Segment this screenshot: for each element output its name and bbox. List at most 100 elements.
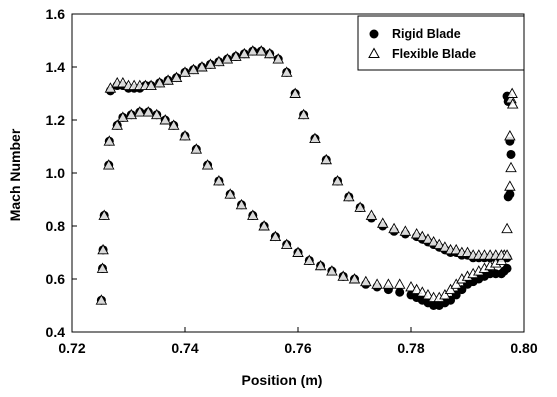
legend: Rigid Blade Flexible Blade [357,15,525,71]
data-point-flexible-blade [504,129,516,141]
data-point-flexible-blade [331,175,344,186]
data-point-flexible-blade [444,283,457,295]
y-axis-title: Mach Number [7,128,23,221]
data-point-flexible-blade [269,230,282,242]
data-point-flexible-blade [258,220,270,231]
data-point-flexible-blade [354,201,366,212]
data-point-flexible-blade [382,278,395,289]
legend-label-rigid-blade: Rigid Blade [392,27,461,41]
data-point-flexible-blade [365,209,378,220]
legend-box [357,15,525,71]
data-point-flexible-blade [272,53,284,64]
data-point-flexible-blade [97,243,109,255]
data-point-flexible-blade [255,45,268,56]
y-tick-label: 0.8 [46,218,66,234]
x-tick-label: 0.78 [397,340,424,356]
data-point-flexible-blade [190,143,203,154]
data-point-flexible-blade [179,66,191,77]
data-point-rigid-blade [502,263,512,273]
data-point-flexible-blade [117,76,129,88]
data-point-flexible-blade [201,159,214,170]
data-point-flexible-blade [263,47,276,59]
data-point-flexible-blade [501,222,513,234]
data-point-flexible-blade [393,278,406,289]
data-point-flexible-blade [501,249,513,260]
data-point-flexible-blade [450,278,462,289]
data-point-flexible-blade [292,246,304,257]
legend-marker-rigid-blade [369,29,379,39]
data-point-rigid-blade [395,287,405,297]
data-point-rigid-blade [505,189,515,199]
data-point-flexible-blade [343,190,355,202]
data-point-flexible-blade [125,108,138,120]
x-axis-title: Position (m) [242,372,323,388]
y-tick-label: 0.4 [46,324,66,340]
data-point-flexible-blade [153,76,166,88]
data-point-flexible-blade [150,108,163,120]
data-point-flexible-blade [213,175,225,186]
data-point-flexible-blade [247,45,259,56]
data-point-flexible-blade [450,243,462,255]
y-tick-label: 1.4 [46,59,66,75]
data-point-flexible-blade [422,233,434,244]
data-point-flexible-blade [280,238,293,250]
data-point-flexible-blade [439,241,451,252]
data-point-flexible-blade [360,275,372,287]
data-point-flexible-blade [104,82,117,93]
x-tick-label: 0.74 [171,340,198,356]
data-point-flexible-blade [410,228,423,239]
data-point-rigid-blade [506,149,516,159]
data-point-flexible-blade [320,153,333,165]
data-point-flexible-blade [348,273,361,284]
y-tick-label: 0.6 [46,271,66,287]
data-point-flexible-blade [142,106,155,117]
data-point-flexible-blade [170,71,183,83]
data-point-flexible-blade [309,132,321,144]
data-point-flexible-blade [224,188,236,199]
y-tick-label: 1.0 [46,165,66,181]
data-point-flexible-blade [439,288,451,300]
data-point-flexible-blade [238,47,251,59]
data-point-flexible-blade [495,254,508,265]
data-point-flexible-blade [204,58,217,69]
data-point-flexible-blade [134,106,146,117]
data-point-flexible-blade [103,135,116,146]
data-point-flexible-blade [167,119,180,130]
data-point-flexible-blade [427,235,440,247]
data-point-flexible-blade [422,288,434,300]
data-point-flexible-blade [230,50,242,61]
plot-area [95,45,519,310]
data-point-flexible-blade [145,79,157,91]
data-point-flexible-blade [98,209,110,220]
data-point-flexible-blade [416,230,429,242]
data-point-flexible-blade [376,217,389,228]
data-point-flexible-blade [102,159,115,170]
data-point-flexible-blade [410,283,423,295]
data-point-flexible-blade [280,66,293,77]
data-point-flexible-blade [213,55,225,67]
data-point-flexible-blade [371,278,383,289]
tick-labels: 0.72 0.74 0.76 0.78 0.80 0.4 0.6 0.8 1.0 1.2 1.4 1.… [46,6,538,356]
y-tick-label: 1.2 [46,112,66,128]
data-point-flexible-blade [388,222,400,234]
data-point-flexible-blade [95,294,108,305]
data-point-flexible-blade [416,286,429,297]
data-point-flexible-blade [504,180,516,191]
x-tick-label: 0.72 [58,340,85,356]
data-point-flexible-blade [159,114,171,125]
data-point-flexible-blade [235,198,248,210]
data-point-flexible-blade [506,87,518,98]
legend-label-flexible-blade: Flexible Blade [392,47,476,61]
data-point-flexible-blade [162,74,174,85]
legend-marker-flexible-blade [368,47,380,58]
data-point-flexible-blade [337,270,349,281]
x-tick-label: 0.76 [284,340,311,356]
data-point-flexible-blade [196,61,208,72]
data-point-flexible-blade [96,262,109,273]
data-point-flexible-blade [179,129,191,141]
x-tick-label: 0.80 [510,340,537,356]
data-point-flexible-blade [314,259,327,271]
data-point-flexible-blade [247,209,259,220]
data-point-flexible-blade [117,111,129,122]
